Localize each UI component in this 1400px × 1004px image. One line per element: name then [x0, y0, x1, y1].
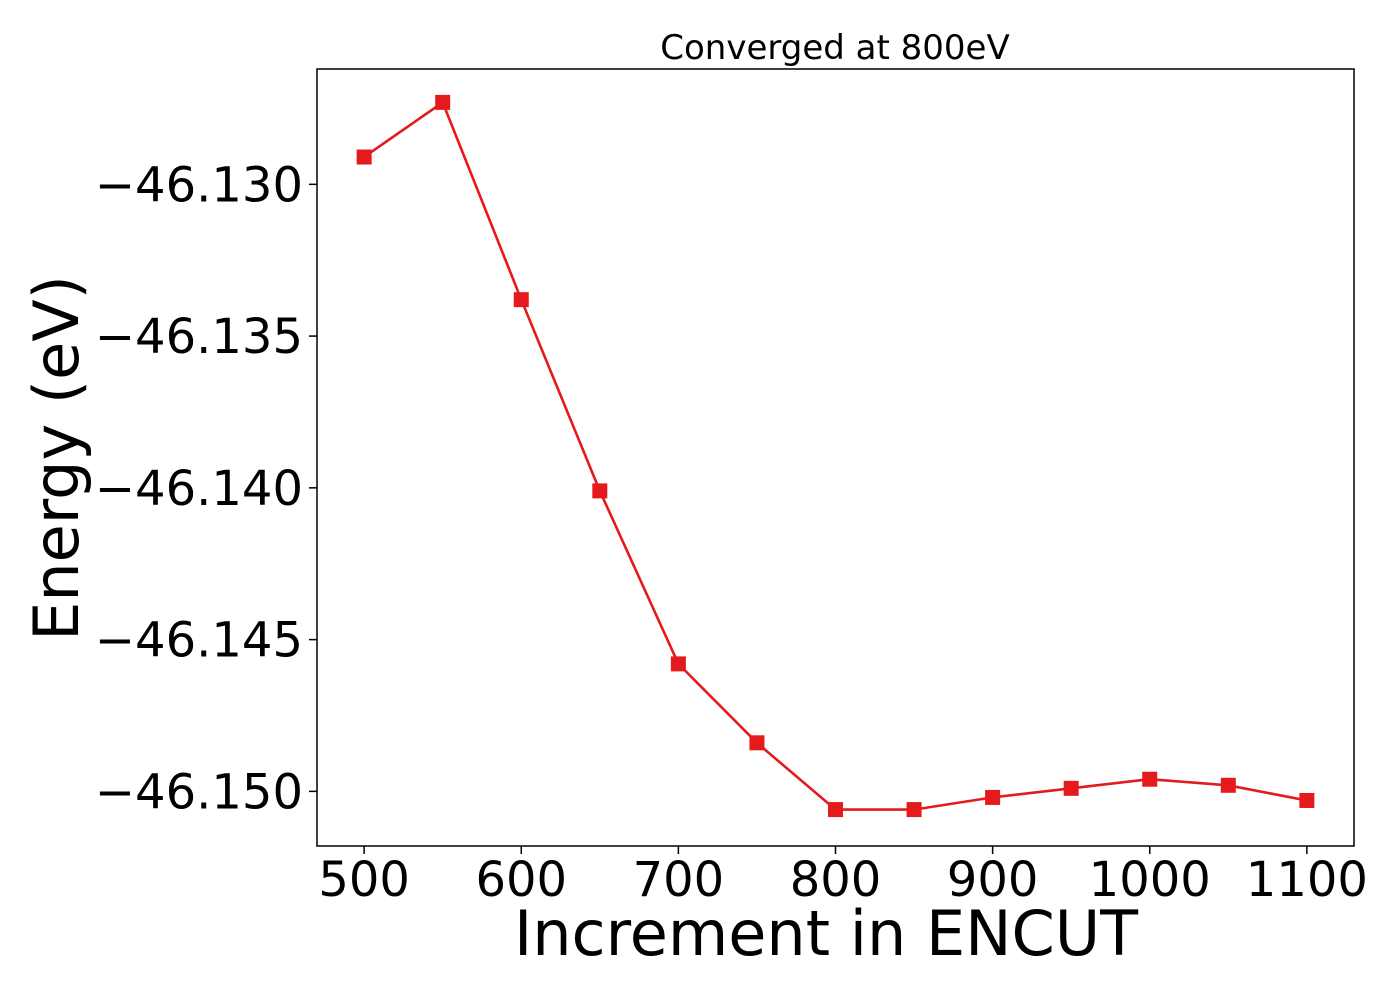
data-point-marker — [749, 735, 765, 751]
series-line — [363, 100, 1308, 811]
x-tick-label: 900 — [947, 852, 1039, 908]
x-tick-label: 800 — [790, 852, 882, 908]
series-layer — [356, 94, 1315, 818]
x-axis-ticks: 500 600 700 800 900 1000 1100 — [318, 846, 1368, 908]
y-axis-label: Energy (eV) — [20, 275, 93, 641]
data-point-marker — [985, 789, 1001, 805]
x-tick-label: 1000 — [1089, 852, 1211, 908]
plot-area-frame — [316, 68, 1355, 847]
y-axis-ticks: −46.130 −46.135 −46.140 −46.145 −46.150 — [95, 157, 317, 820]
y-tick-label: −46.140 — [95, 461, 303, 517]
data-point-marker — [670, 656, 686, 672]
y-tick-label: −46.130 — [95, 157, 303, 213]
chart-title: Converged at 800eV — [660, 28, 1009, 68]
x-axis-label: Increment in ENCUT — [514, 897, 1139, 970]
x-tick-label: 500 — [318, 852, 410, 908]
data-point-marker — [1063, 780, 1079, 796]
y-tick-label: −46.150 — [95, 764, 303, 820]
y-tick-label: −46.145 — [95, 613, 303, 669]
data-point-marker — [1142, 771, 1158, 787]
y-tick-label: −46.135 — [95, 309, 303, 365]
data-point-marker — [828, 802, 843, 818]
data-point-marker — [592, 483, 608, 499]
data-point-marker — [1220, 777, 1236, 793]
x-tick-label: 600 — [475, 852, 567, 908]
data-point-marker — [906, 802, 922, 818]
data-point-marker — [435, 94, 451, 110]
x-tick-label: 700 — [633, 852, 725, 908]
data-point-marker — [1299, 792, 1315, 808]
x-tick-label: 1100 — [1246, 852, 1368, 908]
data-point-marker — [513, 292, 529, 308]
data-point-marker — [356, 149, 372, 165]
